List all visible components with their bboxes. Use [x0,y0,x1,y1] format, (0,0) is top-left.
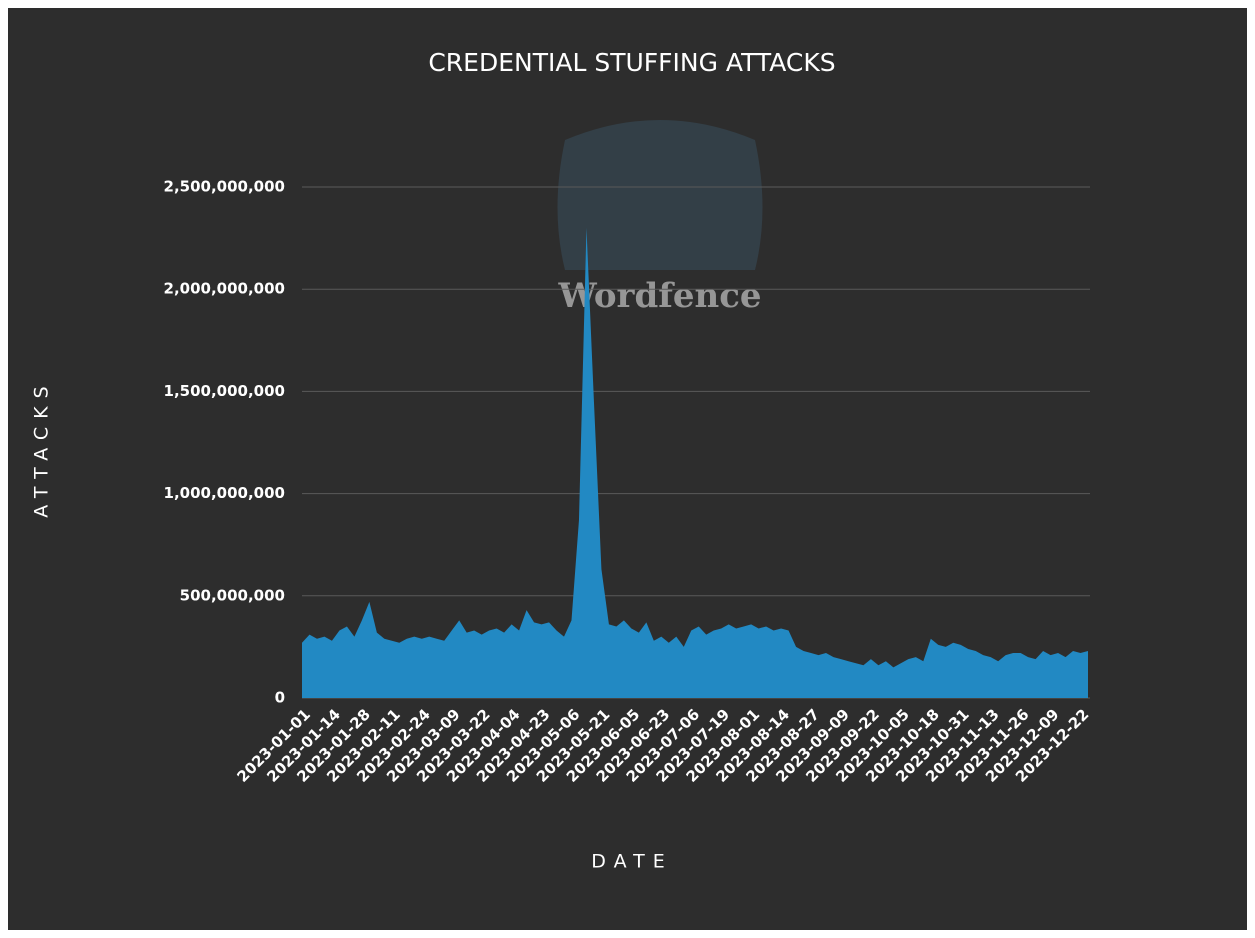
area [302,227,1088,698]
y-tick-label: 0 [275,689,285,707]
background [8,8,1247,930]
y-tick-label: 500,000,000 [180,586,285,604]
x-axis-label: DATE [591,851,672,873]
y-tick-label: 2,500,000,000 [164,178,285,196]
y-tick-label: 1,000,000,000 [164,484,285,502]
watermark: Wordfence [557,276,761,316]
y-axis-label: ATTACKS [31,378,53,517]
y-tick-label: 2,000,000,000 [164,280,285,298]
chart-title: CREDENTIAL STUFFING ATTACKS [428,48,835,77]
watermark-logo [557,120,763,270]
y-tick-label: 1,500,000,000 [164,382,285,400]
